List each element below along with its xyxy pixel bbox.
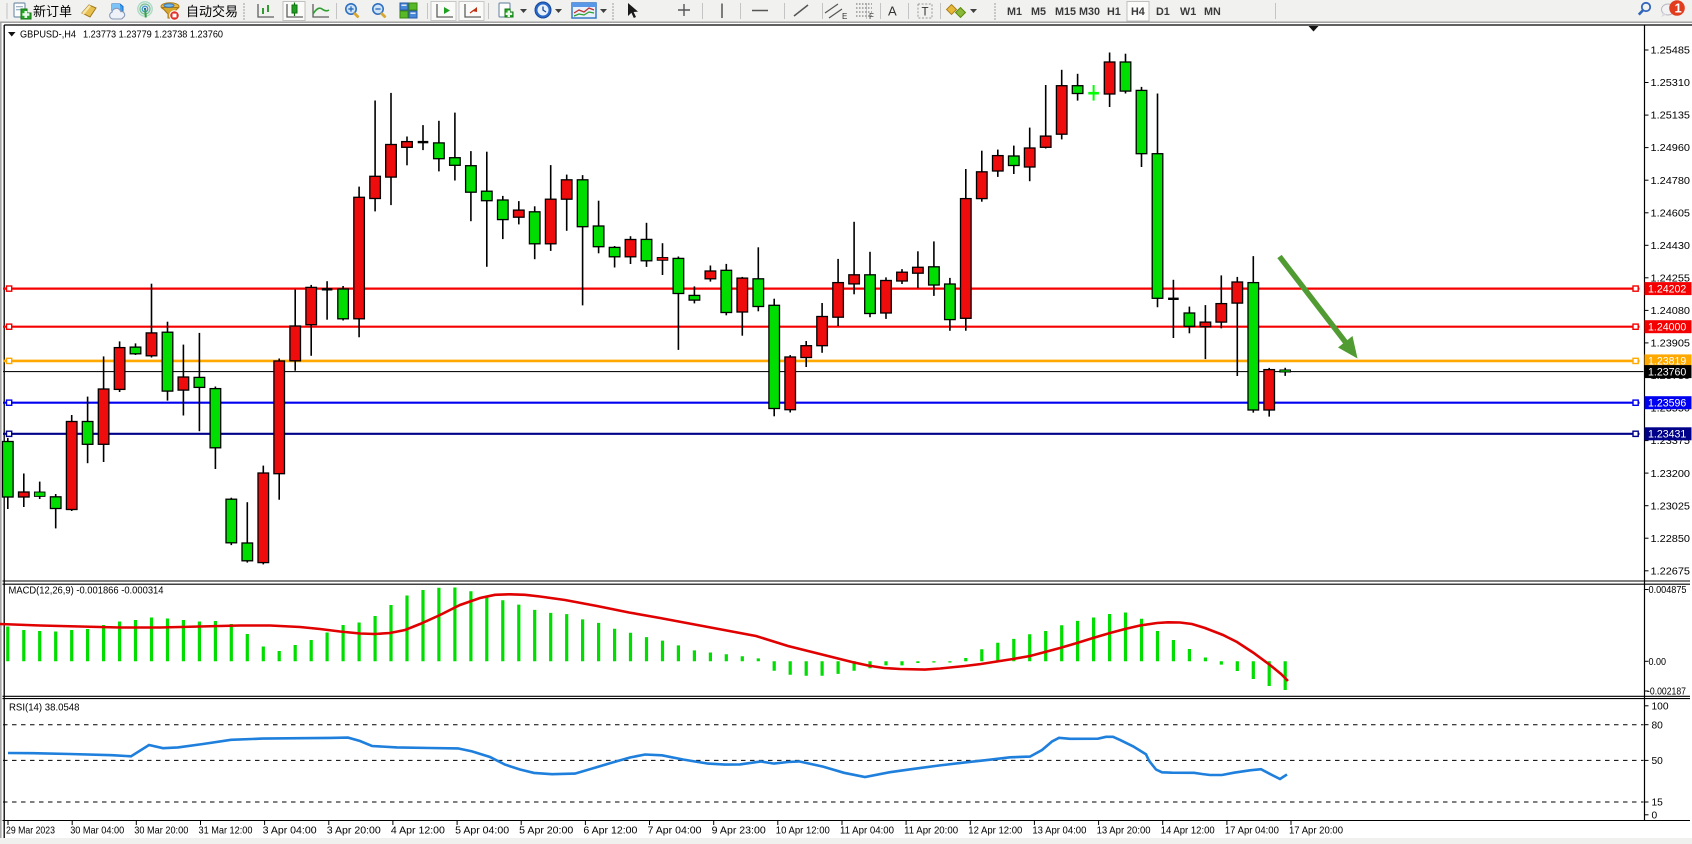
svg-text:RSI(14) 38.0548: RSI(14) 38.0548 — [9, 702, 80, 713]
svg-text:80: 80 — [1652, 720, 1664, 731]
svg-text:0.00: 0.00 — [1649, 657, 1667, 668]
svg-text:1.24255: 1.24255 — [1651, 273, 1691, 284]
svg-text:M5: M5 — [1031, 6, 1046, 18]
svg-text:29 Mar 2023: 29 Mar 2023 — [6, 826, 55, 837]
svg-text:自动交易: 自动交易 — [186, 4, 238, 19]
svg-text:GBPUSD-,H4 1.23773 1.23779 1.: GBPUSD-,H4 1.23773 1.23779 1.23738 1.237… — [20, 30, 223, 41]
svg-text:E: E — [842, 12, 847, 21]
svg-text:11 Apr 20:00: 11 Apr 20:00 — [904, 826, 958, 837]
svg-text:1.24960: 1.24960 — [1651, 143, 1691, 154]
svg-text:6 Apr 12:00: 6 Apr 12:00 — [583, 826, 637, 837]
svg-text:15: 15 — [1652, 798, 1664, 809]
svg-text:新订单: 新订单 — [33, 4, 72, 19]
svg-text:17 Apr 04:00: 17 Apr 04:00 — [1225, 826, 1279, 837]
svg-text:1.22850: 1.22850 — [1651, 534, 1691, 545]
svg-text:0.004875: 0.004875 — [1649, 585, 1687, 596]
svg-text:1.24080: 1.24080 — [1651, 306, 1691, 317]
svg-text:13 Apr 20:00: 13 Apr 20:00 — [1097, 826, 1151, 837]
svg-text:H4: H4 — [1131, 6, 1145, 18]
svg-text:31 Mar 12:00: 31 Mar 12:00 — [199, 826, 253, 837]
svg-text:5 Apr 04:00: 5 Apr 04:00 — [455, 826, 509, 837]
svg-text:5 Apr 20:00: 5 Apr 20:00 — [519, 826, 573, 837]
svg-text:1.22675: 1.22675 — [1651, 566, 1691, 577]
svg-text:M15: M15 — [1055, 6, 1076, 18]
svg-text:30 Mar 20:00: 30 Mar 20:00 — [134, 826, 188, 837]
svg-text:12 Apr 12:00: 12 Apr 12:00 — [968, 826, 1022, 837]
svg-text:F: F — [869, 12, 874, 21]
svg-text:4 Apr 12:00: 4 Apr 12:00 — [391, 826, 445, 837]
svg-text:7 Apr 04:00: 7 Apr 04:00 — [648, 826, 702, 837]
svg-text:MN: MN — [1204, 6, 1221, 18]
svg-text:1.23375: 1.23375 — [1651, 436, 1691, 447]
svg-text:M30: M30 — [1079, 6, 1100, 18]
svg-text:A: A — [888, 4, 897, 19]
svg-text:9 Apr 23:00: 9 Apr 23:00 — [712, 826, 766, 837]
svg-text:13 Apr 04:00: 13 Apr 04:00 — [1032, 826, 1086, 837]
svg-text:100: 100 — [1652, 701, 1669, 712]
svg-text:1.23025: 1.23025 — [1651, 501, 1691, 512]
svg-text:1.25135: 1.25135 — [1651, 111, 1691, 122]
svg-text:1.23596: 1.23596 — [1648, 398, 1686, 410]
svg-text:17 Apr 20:00: 17 Apr 20:00 — [1289, 826, 1343, 837]
svg-text:T: T — [922, 7, 929, 19]
svg-text:1.23760: 1.23760 — [1648, 366, 1686, 378]
svg-text:W1: W1 — [1180, 6, 1196, 18]
svg-text:11 Apr 04:00: 11 Apr 04:00 — [840, 826, 894, 837]
svg-text:30 Mar 04:00: 30 Mar 04:00 — [70, 826, 124, 837]
svg-text:0: 0 — [1652, 810, 1658, 821]
svg-text:10 Apr 12:00: 10 Apr 12:00 — [776, 826, 830, 837]
svg-text:1.25485: 1.25485 — [1651, 46, 1691, 57]
svg-text:MACD(12,26,9) -0.001866 -0.000: MACD(12,26,9) -0.001866 -0.000314 — [9, 585, 164, 596]
svg-text:1.23819: 1.23819 — [1648, 356, 1686, 368]
svg-text:1.23200: 1.23200 — [1651, 469, 1691, 480]
svg-text:50: 50 — [1652, 756, 1664, 767]
svg-text:-0.002187: -0.002187 — [1647, 687, 1686, 698]
svg-text:3 Apr 20:00: 3 Apr 20:00 — [327, 826, 381, 837]
svg-text:1.23905: 1.23905 — [1651, 339, 1691, 350]
svg-text:1.24605: 1.24605 — [1651, 208, 1691, 219]
svg-text:1.24780: 1.24780 — [1651, 176, 1691, 187]
svg-text:D1: D1 — [1156, 6, 1170, 18]
svg-text:H1: H1 — [1107, 6, 1121, 18]
svg-text:M1: M1 — [1007, 6, 1022, 18]
svg-text:1.23431: 1.23431 — [1648, 429, 1686, 441]
svg-text:1: 1 — [1675, 1, 1682, 16]
svg-text:1.25310: 1.25310 — [1651, 78, 1691, 89]
svg-text:1.24000: 1.24000 — [1648, 322, 1686, 334]
svg-text:14 Apr 12:00: 14 Apr 12:00 — [1161, 826, 1215, 837]
svg-text:3 Apr 04:00: 3 Apr 04:00 — [263, 826, 317, 837]
svg-text:1.24202: 1.24202 — [1648, 283, 1686, 295]
svg-text:1.24430: 1.24430 — [1651, 241, 1691, 252]
